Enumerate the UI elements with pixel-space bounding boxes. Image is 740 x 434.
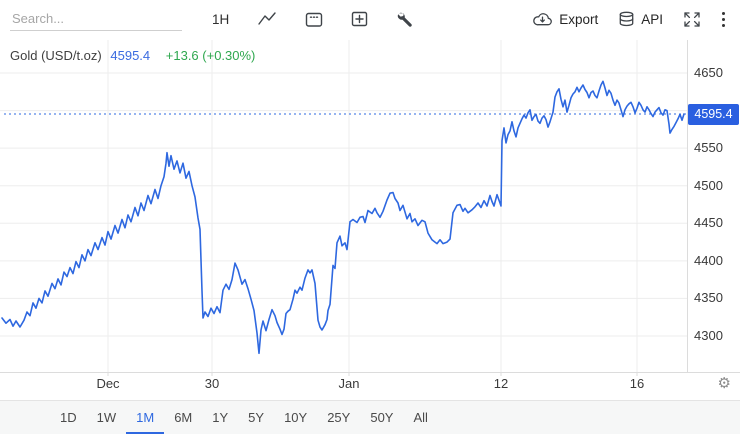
api-button[interactable]: API: [618, 11, 663, 27]
top-toolbar: 1H: [0, 0, 740, 39]
y-axis-label: 4550: [694, 140, 723, 156]
timeframe-button-5y[interactable]: 5Y: [238, 401, 274, 434]
timeframe-button-25y[interactable]: 25Y: [317, 401, 360, 434]
symbol-name: Gold (USD/t.oz): [10, 48, 102, 63]
add-chart-icon[interactable]: [351, 11, 368, 27]
tools-icon[interactable]: [396, 11, 413, 28]
export-label: Export: [559, 11, 599, 27]
timeframe-button-1m[interactable]: 1M: [126, 401, 165, 434]
timeframe-button-50y[interactable]: 50Y: [360, 401, 403, 434]
toolbar-icon-group: [257, 11, 413, 28]
calendar-icon[interactable]: [305, 11, 323, 28]
y-axis-label: 4400: [694, 252, 723, 268]
line-style-icon[interactable]: [257, 11, 277, 27]
export-cloud-icon: [533, 12, 553, 25]
toolbar-right-group: Export API: [532, 11, 740, 28]
timeframe-button-1d[interactable]: 1D: [50, 401, 87, 434]
y-axis-label: 4300: [694, 328, 723, 343]
last-price: 4595.4: [110, 48, 151, 63]
y-axis-label: 4500: [694, 177, 723, 193]
api-database-icon: [619, 11, 634, 27]
timeframe-bar: 1D 1W 1M 6M 1Y 5Y 10Y 25Y 50Y All: [0, 400, 740, 434]
price-chart[interactable]: [0, 38, 740, 400]
price-line: [1, 80, 685, 355]
timeframe-button-all[interactable]: All: [403, 401, 437, 434]
x-axis-label: Dec: [96, 376, 120, 391]
api-label: API: [641, 11, 663, 27]
x-axis-label: 16: [629, 376, 645, 391]
x-axis-label: Jan: [338, 376, 360, 391]
timeframe-button-1y[interactable]: 1Y: [202, 401, 238, 434]
settings-gear-icon[interactable]: ⚙: [717, 374, 731, 392]
last-price-badge: 4595.4: [688, 103, 739, 125]
timeframe-button-6m[interactable]: 6M: [164, 401, 202, 434]
fullscreen-icon: [684, 11, 700, 27]
interval-selector[interactable]: 1H: [212, 11, 230, 27]
timeframe-button-10y[interactable]: 10Y: [274, 401, 317, 434]
price-change: +13.6 (+0.30%): [165, 48, 256, 63]
y-axis-label: 4450: [694, 215, 723, 231]
chart-region: Gold (USD/t.oz) 4595.4 +13.6 (+0.30%) 46…: [0, 38, 740, 400]
export-button[interactable]: Export: [532, 12, 598, 27]
chart-header: Gold (USD/t.oz) 4595.4 +13.6 (+0.30%): [10, 48, 255, 63]
y-axis-label: 4350: [694, 290, 723, 306]
x-axis-label: 30: [204, 376, 220, 391]
timeframe-button-1w[interactable]: 1W: [87, 401, 127, 434]
x-axis-label: 12: [493, 376, 509, 391]
y-axis-label: 4650: [694, 65, 723, 80]
fullscreen-button[interactable]: [683, 11, 701, 28]
more-menu-button[interactable]: [721, 11, 726, 28]
more-menu-icon: [722, 11, 725, 27]
search-input[interactable]: [10, 7, 182, 31]
